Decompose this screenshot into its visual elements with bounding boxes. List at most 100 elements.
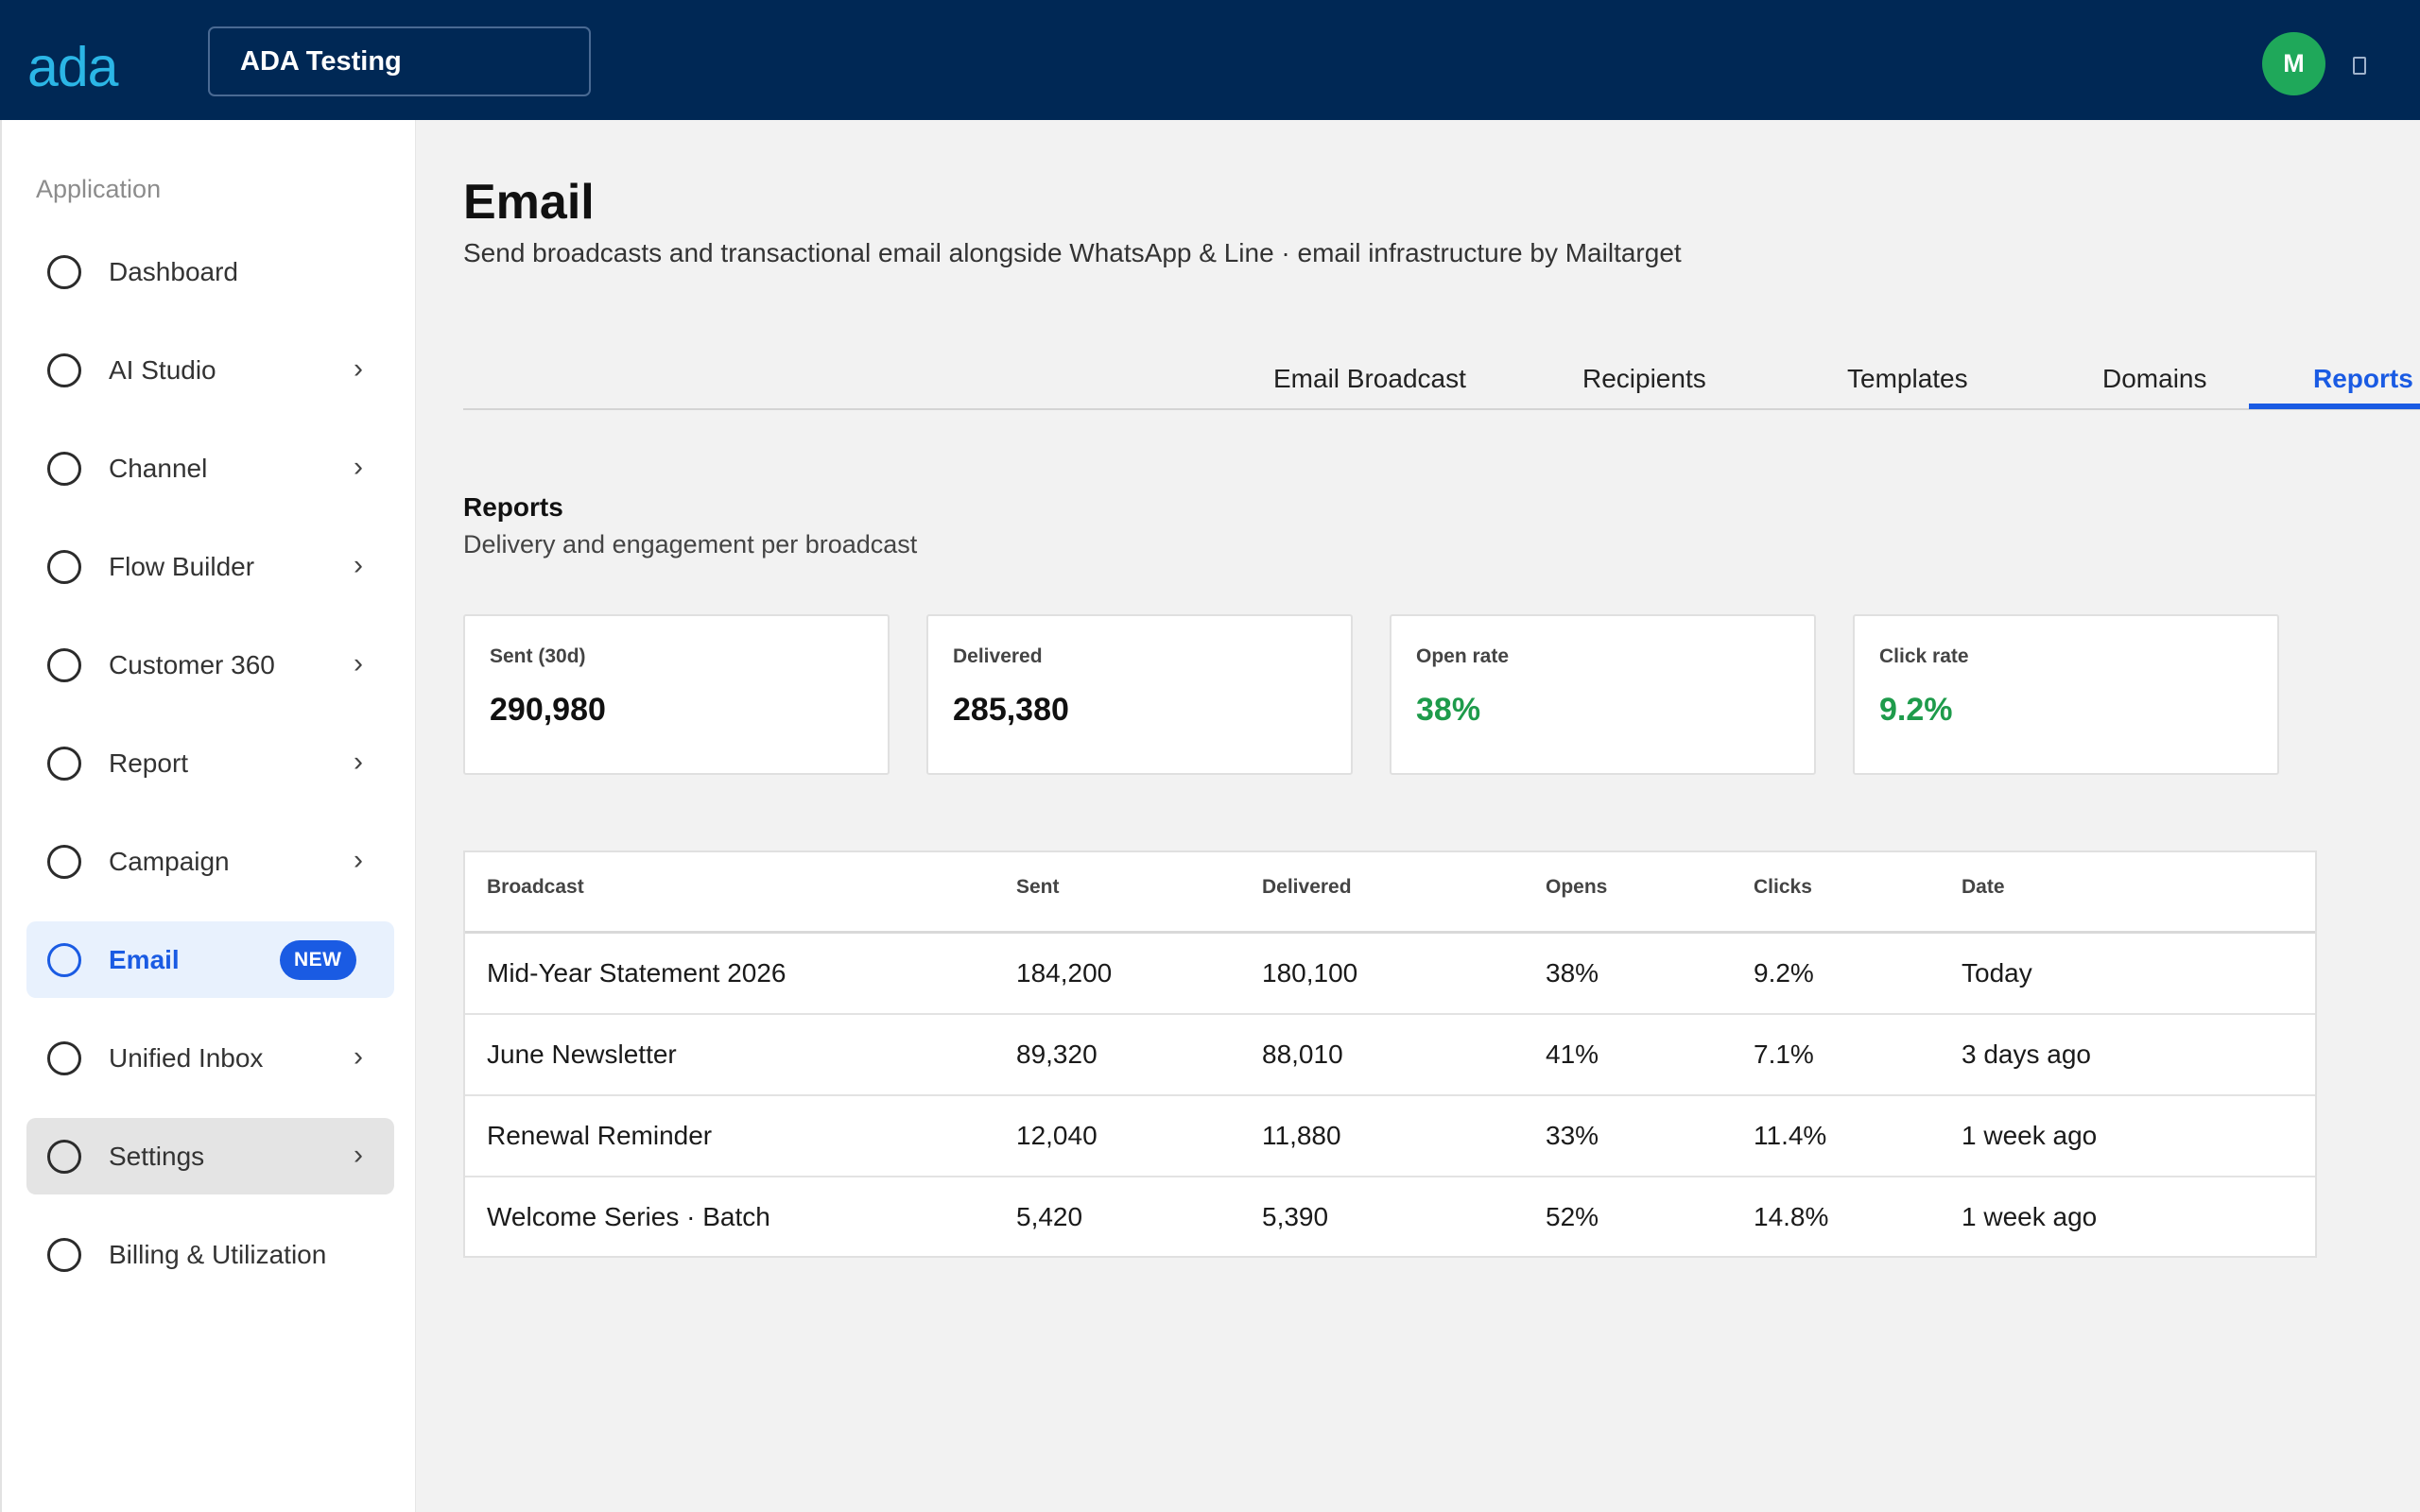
- sidebar-item-label: Billing & Utilization: [109, 1239, 327, 1269]
- sidebar-item-flow-builder[interactable]: Flow Builder ›: [26, 528, 394, 605]
- sidebar-item-email[interactable]: Email NEW: [26, 921, 394, 998]
- cell-sent: 184,200: [1016, 958, 1113, 988]
- sidebar-item-label: Settings: [109, 1141, 205, 1171]
- cell-delivered: 11,880: [1262, 1121, 1341, 1150]
- cell-delivered: 180,100: [1262, 958, 1358, 988]
- column-header-clicks[interactable]: Clicks: [1754, 876, 1812, 898]
- sidebar-item-report[interactable]: Report ›: [26, 725, 394, 801]
- stat-card-sent: Sent (30d) 290,980: [463, 614, 890, 775]
- cell-opens: 33%: [1546, 1121, 1599, 1150]
- stat-label: Delivered: [953, 645, 1043, 667]
- stat-card-click-rate: Click rate 9.2%: [1853, 614, 2279, 775]
- sidebar-item-label: Channel: [109, 453, 208, 483]
- page-title: Email: [463, 175, 595, 230]
- cell-broadcast: Renewal Reminder: [487, 1121, 713, 1150]
- cell-delivered: 88,010: [1262, 1040, 1343, 1069]
- cell-date: 1 week ago: [1962, 1202, 2098, 1231]
- sidebar-item-label: Email: [109, 944, 180, 974]
- tab-reports[interactable]: Reports: [2313, 364, 2413, 393]
- circle-icon: [47, 844, 81, 879]
- section-subtitle: Delivery and engagement per broadcast: [463, 530, 918, 558]
- cell-opens: 52%: [1546, 1202, 1599, 1231]
- stat-label: Click rate: [1879, 645, 1969, 667]
- tab-domains[interactable]: Domains: [2102, 364, 2207, 393]
- new-badge: NEW: [280, 939, 356, 980]
- circle-icon: [47, 549, 81, 584]
- circle-icon: [47, 942, 81, 977]
- chevron-right-icon: ›: [354, 844, 363, 876]
- cell-delivered: 5,390: [1262, 1202, 1329, 1231]
- sidebar-item-campaign[interactable]: Campaign ›: [26, 823, 394, 900]
- sidebar-item-label: Campaign: [109, 846, 230, 876]
- tab-email-broadcast[interactable]: Email Broadcast: [1273, 364, 1466, 393]
- cell-clicks: 9.2%: [1754, 958, 1814, 988]
- cell-date: 3 days ago: [1962, 1040, 2091, 1069]
- chevron-right-icon: ›: [354, 1139, 363, 1171]
- top-bar: ada ADA Testing M: [0, 0, 2420, 120]
- circle-icon: [47, 746, 81, 781]
- cell-broadcast: June Newsletter: [487, 1040, 677, 1069]
- sidebar-item-channel[interactable]: Channel ›: [26, 430, 394, 507]
- sidebar-item-dashboard[interactable]: Dashboard: [26, 233, 394, 310]
- sidebar: Application Dashboard AI Studio › Channe…: [0, 120, 416, 1512]
- circle-icon: [47, 1139, 81, 1174]
- cell-sent: 89,320: [1016, 1040, 1098, 1069]
- cell-date: 1 week ago: [1962, 1121, 2098, 1150]
- sidebar-item-ai-studio[interactable]: AI Studio ›: [26, 332, 394, 408]
- chevron-right-icon: ›: [354, 451, 363, 483]
- sidebar-item-label: Flow Builder: [109, 551, 255, 581]
- chevron-right-icon: ›: [354, 647, 363, 679]
- menu-icon[interactable]: [2353, 57, 2366, 75]
- cell-opens: 41%: [1546, 1040, 1599, 1069]
- circle-icon: [47, 451, 81, 486]
- sidebar-item-customer-360[interactable]: Customer 360 ›: [26, 627, 394, 703]
- stat-card-delivered: Delivered 285,380: [926, 614, 1353, 775]
- table-row[interactable]: Renewal Reminder 12,040 11,880 33% 11.4%…: [465, 1096, 2315, 1177]
- broadcast-report-table: Broadcast Sent Delivered Opens Clicks Da…: [463, 850, 2317, 1258]
- sidebar-item-unified-inbox[interactable]: Unified Inbox ›: [26, 1020, 394, 1096]
- cell-clicks: 11.4%: [1754, 1121, 1827, 1150]
- column-header-sent[interactable]: Sent: [1016, 876, 1060, 898]
- stat-value: 9.2%: [1879, 692, 1953, 728]
- sidebar-section-label: Application: [36, 175, 162, 203]
- tab-recipients[interactable]: Recipients: [1582, 364, 1706, 393]
- chevron-right-icon: ›: [354, 746, 363, 778]
- column-header-delivered[interactable]: Delivered: [1262, 876, 1352, 898]
- cell-opens: 38%: [1546, 958, 1599, 988]
- tab-bar: Email Broadcast Recipients Templates Dom…: [463, 350, 2420, 410]
- table-row[interactable]: Welcome Series · Batch 5,420 5,390 52% 1…: [465, 1177, 2315, 1259]
- cell-broadcast: Mid-Year Statement 2026: [487, 958, 786, 988]
- stat-card-open-rate: Open rate 38%: [1390, 614, 1816, 775]
- cell-clicks: 7.1%: [1754, 1040, 1814, 1069]
- sidebar-item-label: Dashboard: [109, 256, 238, 286]
- column-header-opens[interactable]: Opens: [1546, 876, 1608, 898]
- page-subtitle: Send broadcasts and transactional email …: [463, 238, 1682, 267]
- column-header-broadcast[interactable]: Broadcast: [487, 876, 584, 898]
- sidebar-item-settings[interactable]: Settings ›: [26, 1118, 394, 1194]
- stat-value: 38%: [1416, 692, 1481, 728]
- stat-label: Sent (30d): [490, 645, 586, 667]
- table-row[interactable]: Mid-Year Statement 2026 184,200 180,100 …: [465, 934, 2315, 1015]
- sidebar-item-label: AI Studio: [109, 354, 216, 385]
- chevron-right-icon: ›: [354, 549, 363, 581]
- user-avatar[interactable]: M: [2262, 32, 2325, 95]
- table-row[interactable]: June Newsletter 89,320 88,010 41% 7.1% 3…: [465, 1015, 2315, 1096]
- sidebar-item-label: Unified Inbox: [109, 1042, 264, 1073]
- chevron-right-icon: ›: [354, 352, 363, 385]
- workspace-selector[interactable]: ADA Testing: [208, 26, 591, 96]
- column-header-date[interactable]: Date: [1962, 876, 2005, 898]
- cell-date: Today: [1962, 958, 2032, 988]
- section-title: Reports: [463, 492, 563, 522]
- sidebar-item-label: Report: [109, 747, 189, 778]
- table-header: Broadcast Sent Delivered Opens Clicks Da…: [465, 852, 2315, 934]
- ada-logo[interactable]: ada: [27, 36, 118, 98]
- cell-sent: 12,040: [1016, 1121, 1098, 1150]
- circle-icon: [47, 254, 81, 289]
- sidebar-item-billing[interactable]: Billing & Utilization: [26, 1216, 394, 1293]
- tab-templates[interactable]: Templates: [1847, 364, 1968, 393]
- circle-icon: [47, 647, 81, 682]
- circle-icon: [47, 352, 81, 387]
- cell-sent: 5,420: [1016, 1202, 1083, 1231]
- circle-icon: [47, 1237, 81, 1272]
- chevron-right-icon: ›: [354, 1040, 363, 1073]
